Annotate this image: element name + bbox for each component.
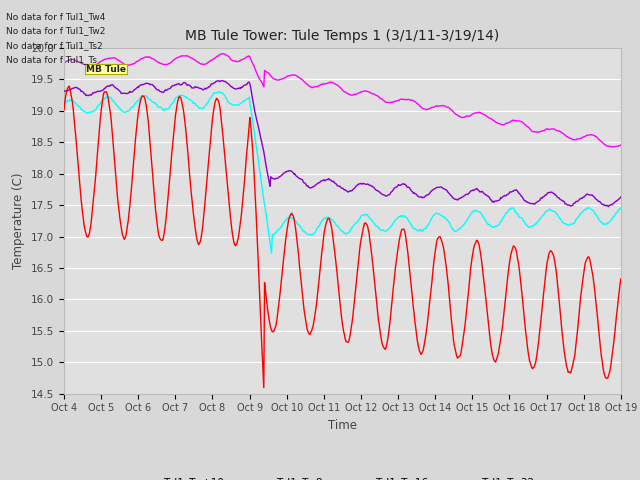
X-axis label: Time: Time — [328, 419, 357, 432]
Title: MB Tule Tower: Tule Temps 1 (3/1/11-3/19/14): MB Tule Tower: Tule Temps 1 (3/1/11-3/19… — [185, 29, 500, 43]
Y-axis label: Temperature (C): Temperature (C) — [12, 172, 26, 269]
Text: MB Tule: MB Tule — [86, 65, 126, 73]
Legend: Tul1_Tw+10cm, Tul1_Ts-8cm, Tul1_Ts-16cm, Tul1_Ts-32cm: Tul1_Tw+10cm, Tul1_Ts-8cm, Tul1_Ts-16cm,… — [131, 473, 554, 480]
Text: No data for f Tul1_Ts: No data for f Tul1_Ts — [6, 55, 97, 64]
Text: No data for f Tul1_Tw4: No data for f Tul1_Tw4 — [6, 12, 106, 21]
Text: No data for f Tul1_Tw2: No data for f Tul1_Tw2 — [6, 26, 106, 36]
Text: No data for f Tul1_Ts2: No data for f Tul1_Ts2 — [6, 41, 103, 50]
